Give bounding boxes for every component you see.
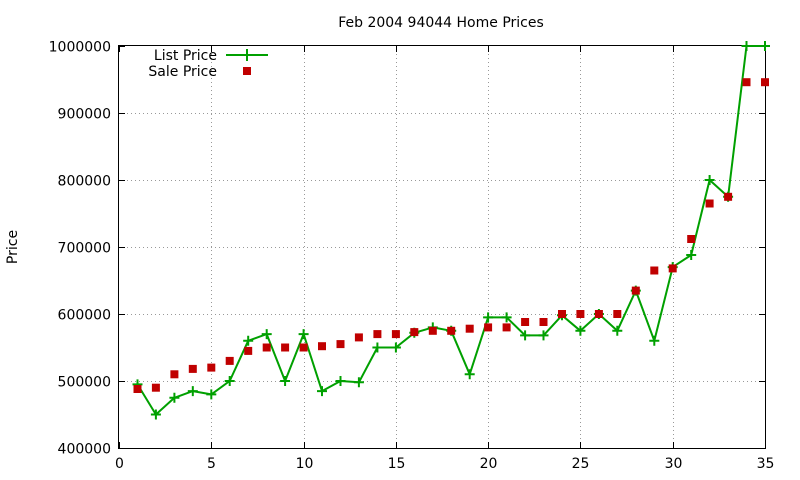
data-point-plus (317, 386, 327, 397)
data-point-square (262, 343, 271, 352)
y-tick-label: 500000 (58, 375, 111, 391)
data-point-square (558, 310, 566, 318)
x-tick-label: 0 (115, 456, 124, 472)
legend-marker-square (243, 67, 251, 75)
legend-entry-sale-price: Sale Price (148, 64, 251, 80)
data-point-plus (187, 386, 198, 397)
x-tick-label: 20 (480, 456, 498, 472)
legend-entry-list-price: List Price (154, 48, 268, 64)
y-tick-label: 800000 (58, 174, 111, 190)
data-point-plus (760, 41, 770, 51)
data-point-square (244, 346, 253, 355)
data-point-square (410, 328, 419, 337)
data-point-square (281, 343, 290, 352)
y-axis-label: Price (5, 230, 21, 264)
data-point-plus (575, 325, 586, 336)
data-point-square (484, 323, 493, 332)
legend: List Price Sale Price (148, 48, 268, 80)
data-point-plus (501, 312, 512, 323)
data-point-square (576, 310, 585, 318)
data-point-plus (520, 330, 531, 341)
x-tick-label: 10 (296, 456, 314, 472)
data-point-square (742, 78, 751, 87)
x-tick-label: 30 (665, 456, 683, 472)
data-point-square (687, 235, 696, 243)
series (132, 41, 770, 420)
data-point-square (539, 318, 548, 326)
data-point-plus (243, 335, 254, 346)
data-point-plus (741, 41, 752, 51)
y-tick-label: 600000 (58, 308, 111, 324)
data-point-square (428, 326, 437, 335)
data-point-square (391, 330, 400, 339)
data-point-square (594, 310, 603, 318)
data-point-plus (612, 325, 623, 336)
y-tick-label: 900000 (58, 107, 111, 123)
data-point-plus (150, 409, 161, 420)
data-point-square (354, 333, 363, 342)
data-point-plus (280, 376, 291, 386)
data-point-square (650, 266, 659, 275)
x-tick-label: 5 (207, 456, 216, 472)
x-tick-label: 35 (757, 456, 775, 472)
data-point-square (299, 343, 308, 352)
data-point-plus (169, 392, 180, 403)
data-point-plus (649, 335, 660, 346)
data-point-square (318, 342, 326, 351)
data-point-square (207, 363, 216, 372)
data-point-square (502, 323, 511, 332)
data-point-plus (224, 376, 235, 386)
data-point-square (133, 385, 142, 393)
data-point-square (336, 340, 345, 349)
data-point-square (613, 310, 622, 318)
data-point-square (373, 330, 382, 339)
data-point-square (151, 383, 160, 392)
data-point-square (668, 264, 677, 273)
chart-title: Feb 2004 94044 Home Prices (338, 15, 544, 31)
series-sale-price (133, 78, 769, 393)
data-point-plus (464, 369, 475, 380)
data-point-square (170, 370, 179, 379)
data-point-plus (335, 376, 346, 386)
data-point-square (761, 78, 769, 87)
y-tick-label: 1000000 (49, 40, 111, 56)
legend-label: List Price (154, 48, 217, 64)
data-point-square (631, 286, 640, 295)
data-point-plus (206, 389, 217, 400)
grid (119, 46, 765, 448)
data-point-plus (390, 342, 401, 353)
x-tick-label: 15 (388, 456, 406, 472)
data-point-square (724, 192, 733, 201)
data-point-plus (704, 175, 715, 185)
y-tick-label: 400000 (58, 442, 111, 458)
data-point-plus (353, 377, 364, 388)
data-point-plus (372, 342, 383, 353)
data-point-square (705, 199, 714, 208)
data-point-square (521, 318, 530, 326)
y-tick-label: 700000 (58, 241, 111, 257)
legend-marker-plus (241, 49, 253, 61)
data-point-square (188, 364, 197, 373)
axis-ticks: 400000 500000 600000 700000 800000 900000 1000… (49, 40, 775, 473)
x-tick-label: 25 (572, 456, 590, 472)
data-point-plus (261, 329, 272, 340)
data-point-plus (686, 250, 697, 260)
data-point-plus (298, 329, 309, 340)
plot-frame (118, 45, 766, 449)
data-point-square (225, 356, 234, 365)
data-point-square (465, 324, 474, 333)
data-point-square (447, 326, 456, 335)
data-point-plus (483, 312, 494, 323)
data-point-plus (538, 330, 549, 341)
legend-label: Sale Price (148, 64, 217, 80)
